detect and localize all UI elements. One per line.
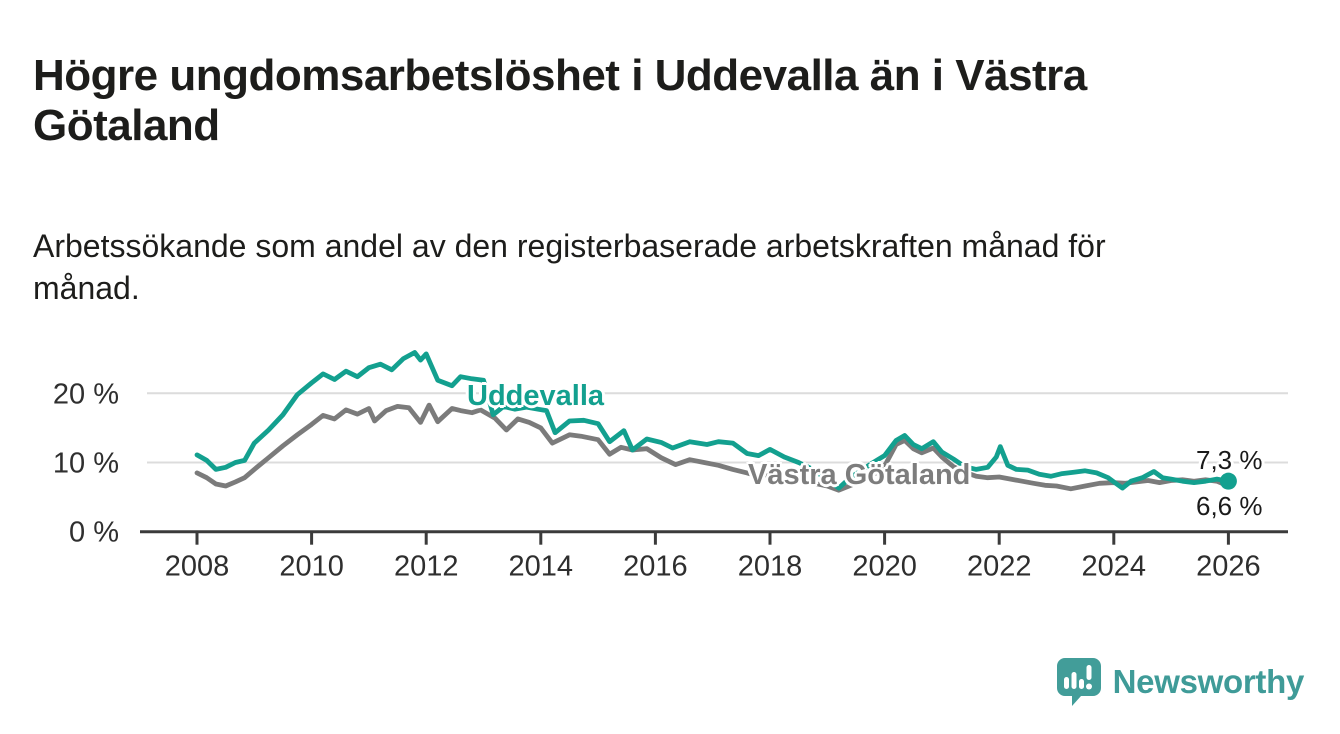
end-value-uddevalla: 7,3 % bbox=[1196, 445, 1263, 475]
series-label-vastra-gotaland: Västra Götaland bbox=[748, 459, 971, 491]
end-value-vastra-gotaland: 6,6 % bbox=[1196, 491, 1263, 521]
y-axis-label: 20 % bbox=[53, 378, 119, 410]
x-axis-tick-label: 2008 bbox=[165, 551, 230, 583]
x-axis-tick-label: 2026 bbox=[1196, 551, 1261, 583]
x-axis-tick-label: 2012 bbox=[394, 551, 459, 583]
x-axis-tick-label: 2014 bbox=[509, 551, 574, 583]
series-line-v-stra-g-taland bbox=[194, 402, 1231, 493]
series-line-uddevalla bbox=[194, 350, 1231, 491]
chart-description: Arbetssökande som andel av den registerb… bbox=[33, 228, 1106, 306]
y-axis-label: 10 % bbox=[53, 448, 119, 480]
x-axis-tick-label: 2016 bbox=[623, 551, 688, 583]
x-axis-tick-label: 2018 bbox=[738, 551, 803, 583]
x-axis-tick-label: 2020 bbox=[852, 551, 917, 583]
newsworthy-speech-bubble-chart-icon bbox=[1056, 658, 1101, 706]
y-axis-label: 0 % bbox=[69, 517, 119, 549]
x-axis-tick-label: 2022 bbox=[967, 551, 1032, 583]
series-end-dot bbox=[1219, 472, 1237, 490]
series-label-uddevalla: Uddevalla bbox=[467, 380, 604, 412]
newsworthy-logo: Newsworthy bbox=[1056, 657, 1304, 707]
x-axis-tick-label: 2024 bbox=[1082, 551, 1147, 583]
newsworthy-logo-text: Newsworthy bbox=[1112, 663, 1305, 700]
chart-headline: Högre ungdomsarbetslöshet i Uddevalla än… bbox=[33, 51, 1087, 150]
x-axis-tick-label: 2010 bbox=[279, 551, 344, 583]
